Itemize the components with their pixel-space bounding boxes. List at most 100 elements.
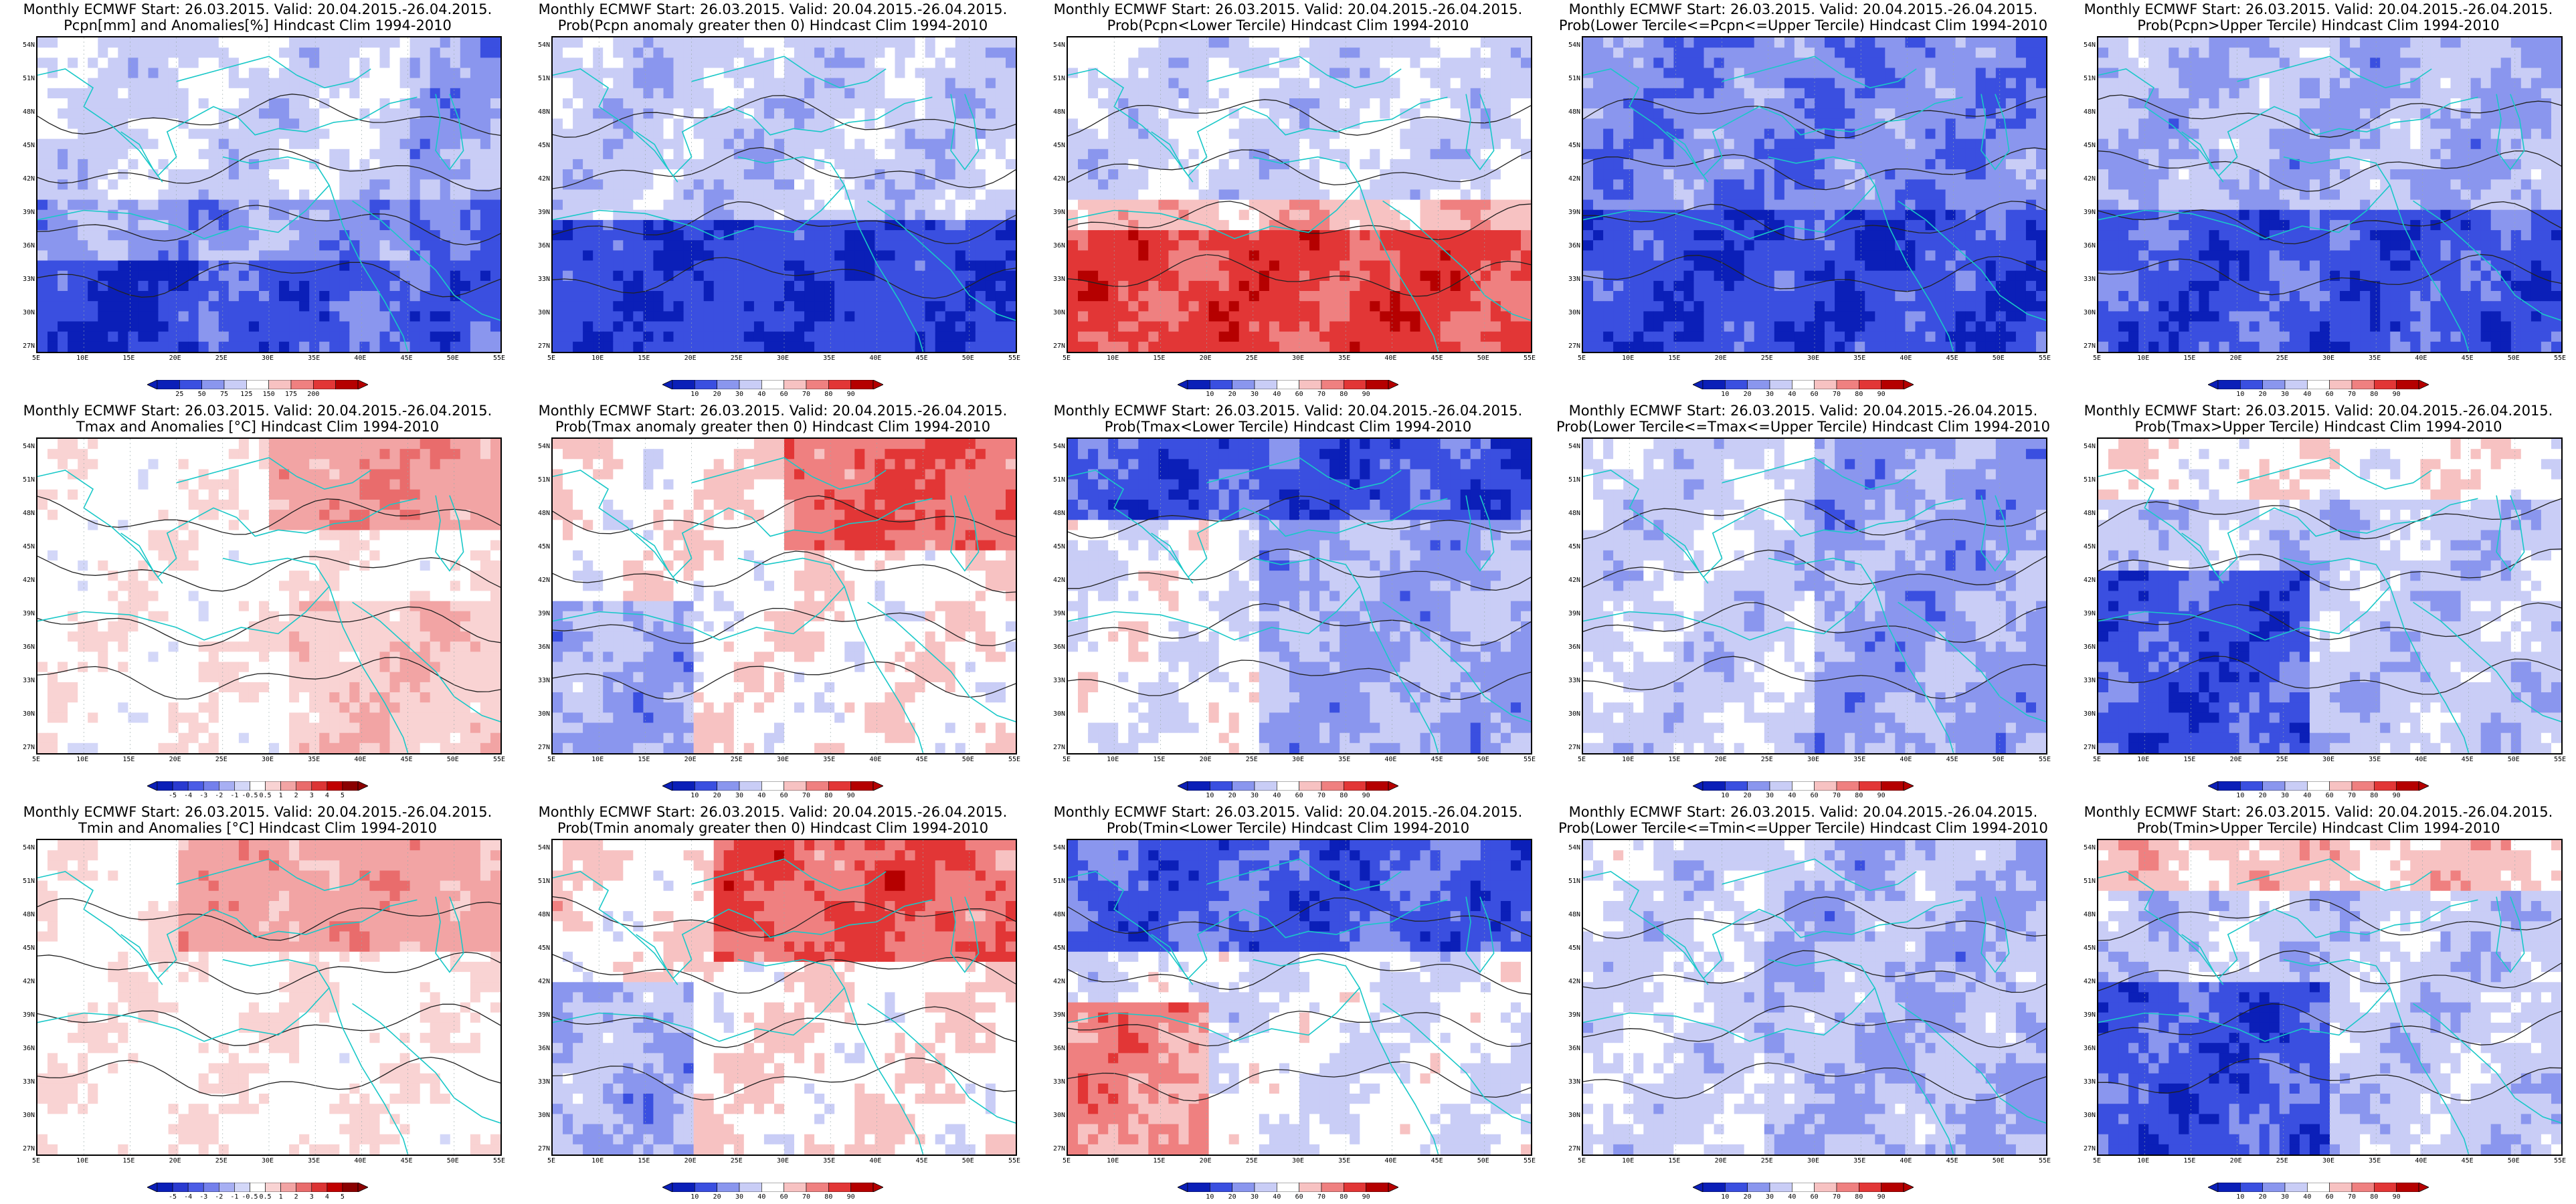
longitude-tick-label: 20E bbox=[679, 1157, 702, 1165]
panel-title-line2: Tmax and Anomalies [°C] Hindcast Clim 19… bbox=[0, 419, 515, 435]
colorbar-segment bbox=[1210, 781, 1232, 791]
colorbar-segment bbox=[203, 1183, 219, 1192]
longitude-tick-label: 10E bbox=[1101, 1157, 1124, 1165]
coastline bbox=[1981, 495, 2010, 572]
colorbar-tick-label: 90 bbox=[2387, 391, 2407, 398]
latitude-tick-label: 54N bbox=[15, 41, 35, 49]
contour-line bbox=[553, 661, 1016, 700]
latitude-tick-label: 45N bbox=[2076, 944, 2096, 952]
map-field-svg bbox=[1068, 840, 1531, 1155]
latitude-tick-label: 30N bbox=[530, 309, 550, 316]
colorbar-tick-label: 40 bbox=[1782, 391, 1802, 398]
longitude-tick-label: 30E bbox=[256, 1157, 279, 1165]
colorbar-tick-label: -5 bbox=[163, 1193, 183, 1201]
colorbar bbox=[1693, 1183, 1914, 1192]
colorbar-tick-label: 20 bbox=[1222, 391, 1243, 398]
colorbar-segment bbox=[784, 1183, 807, 1192]
map-panel: Monthly ECMWF Start: 26.03.2015. Valid: … bbox=[1546, 0, 2061, 401]
latitude-tick-label: 51N bbox=[15, 878, 35, 885]
contour-line bbox=[37, 555, 500, 592]
colorbar-tick-label: 30 bbox=[1760, 792, 1780, 799]
colorbar-tick-label: 90 bbox=[841, 1193, 861, 1201]
map-panel: Monthly ECMWF Start: 26.03.2015. Valid: … bbox=[1030, 803, 1546, 1204]
colorbar-tick-label: 90 bbox=[1356, 1193, 1376, 1201]
longitude-tick-label: 25E bbox=[210, 756, 233, 763]
colorbar-tick-label: 40 bbox=[2297, 391, 2317, 398]
colorbar-tick-label: 80 bbox=[1333, 1193, 1354, 1201]
colorbar-segment bbox=[2240, 781, 2263, 791]
coastline bbox=[352, 1003, 500, 1124]
colorbar-tick-label: 80 bbox=[2364, 1193, 2384, 1201]
colorbar-segment bbox=[1769, 1183, 1792, 1192]
longitude-tick-label: 45E bbox=[2456, 1157, 2479, 1165]
map-area bbox=[36, 839, 502, 1156]
coastline bbox=[844, 586, 924, 753]
map-area bbox=[2097, 437, 2563, 755]
colorbar-tick-label: 60 bbox=[1805, 1193, 1825, 1201]
colorbar-segment bbox=[1366, 781, 1389, 791]
panel-title-line2: Prob(Pcpn>Upper Tercile) Hindcast Clim 1… bbox=[2061, 17, 2576, 33]
coastline bbox=[844, 987, 924, 1155]
longitude-tick-label: 35E bbox=[2363, 756, 2386, 763]
colorbar-tick-label: -3 bbox=[193, 1193, 213, 1201]
latitude-tick-label: 54N bbox=[1560, 443, 1580, 450]
longitude-tick-label: 45E bbox=[1941, 355, 1964, 362]
colorbar-segment bbox=[784, 380, 807, 389]
colorbar-segment bbox=[157, 380, 180, 389]
coastline bbox=[2357, 68, 2432, 89]
colorbar-segment bbox=[806, 781, 829, 791]
colorbar-segment bbox=[1299, 380, 1322, 389]
longitude-tick-label: 20E bbox=[2225, 355, 2247, 362]
latitude-tick-label: 27N bbox=[530, 1145, 550, 1152]
colorbar-tick-label: 5 bbox=[333, 1193, 353, 1201]
latitude-tick-label: 48N bbox=[530, 911, 550, 918]
longitude-tick-label: 50E bbox=[442, 355, 464, 362]
coastline bbox=[1898, 1003, 2046, 1124]
colorbar-tick-label: 20 bbox=[1738, 391, 1758, 398]
colorbar-segment bbox=[327, 1183, 343, 1192]
colorbar-tick-label: 70 bbox=[2342, 391, 2362, 398]
coastline bbox=[950, 94, 980, 171]
colorbar-tick-label: 40 bbox=[1267, 1193, 1287, 1201]
colorbar-tick-label: 30 bbox=[729, 792, 749, 799]
longitude-tick-label: 30E bbox=[1287, 756, 1309, 763]
coastline bbox=[1898, 200, 2046, 321]
coastline bbox=[37, 156, 331, 239]
latitude-tick-label: 39N bbox=[1045, 610, 1065, 617]
latitude-tick-label: 51N bbox=[1560, 476, 1580, 484]
longitude-tick-label: 10E bbox=[2132, 756, 2154, 763]
longitude-tick-label: 5E bbox=[2086, 756, 2108, 763]
longitude-tick-label: 55E bbox=[1518, 756, 1541, 763]
latitude-tick-label: 33N bbox=[1045, 1078, 1065, 1086]
coastline bbox=[2098, 557, 2391, 641]
colorbar-tick-label: 4 bbox=[317, 792, 337, 799]
colorbar-tick-label: 0.5 bbox=[256, 1193, 276, 1201]
colorbar-segment bbox=[1836, 380, 1859, 389]
coastline bbox=[329, 586, 409, 753]
longitude-tick-label: 40E bbox=[349, 1157, 371, 1165]
colorbar-tick-label: 60 bbox=[1805, 391, 1825, 398]
contour-line bbox=[1583, 147, 2046, 191]
latitude-tick-label: 30N bbox=[15, 1112, 35, 1119]
map-field-svg bbox=[2098, 439, 2561, 753]
colorbar-segment bbox=[2396, 1183, 2419, 1192]
latitude-tick-label: 54N bbox=[1045, 844, 1065, 851]
colorbar-segment bbox=[268, 380, 292, 389]
colorbar-segment bbox=[1232, 380, 1255, 389]
panel-title-line1: Monthly ECMWF Start: 26.03.2015. Valid: … bbox=[1030, 403, 1546, 419]
contour-line bbox=[1583, 656, 2046, 700]
panel-title-line2: Prob(Tmax anomaly greater then 0) Hindca… bbox=[515, 419, 1030, 435]
colorbar-segment bbox=[1366, 380, 1389, 389]
longitude-tick-label: 25E bbox=[210, 355, 233, 362]
latitude-tick-label: 54N bbox=[15, 844, 35, 851]
colorbar-tick-label: 0.5 bbox=[256, 792, 276, 799]
contour-line bbox=[1068, 254, 1531, 297]
colorbar-segment bbox=[1702, 1183, 1726, 1192]
longitude-tick-label: 50E bbox=[2502, 756, 2525, 763]
latitude-tick-label: 42N bbox=[15, 978, 35, 985]
coastline bbox=[1327, 470, 1402, 490]
coastline bbox=[1206, 858, 1327, 885]
colorbar-segment bbox=[1814, 1183, 1837, 1192]
longitude-tick-label: 50E bbox=[2502, 355, 2525, 362]
colorbar-segment bbox=[2284, 380, 2308, 389]
